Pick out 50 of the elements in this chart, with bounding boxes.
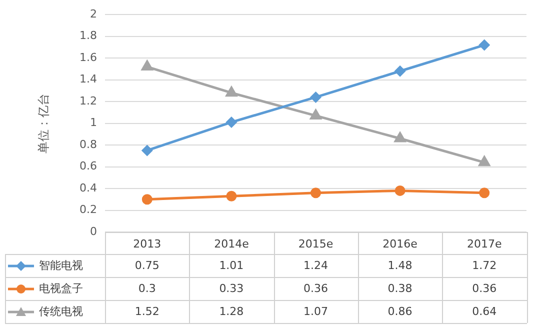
point <box>142 194 152 205</box>
x-tick-label: 2015e <box>298 237 334 250</box>
data-label: 1.07 <box>302 304 329 320</box>
point <box>310 92 321 102</box>
x-tick-label: 2017e <box>466 237 502 250</box>
data-label: 0.36 <box>302 281 329 297</box>
legend-label: 智能电视 <box>39 258 83 273</box>
data-label: 0.33 <box>218 281 245 297</box>
y-tick-label: 1.8 <box>80 29 97 42</box>
point <box>310 109 322 120</box>
data-label: 1.28 <box>218 304 245 320</box>
x-tick-label: 2016e <box>382 237 418 250</box>
y-tick-label: 0.8 <box>80 138 97 151</box>
point <box>479 188 490 198</box>
y-tick-label: 1.2 <box>80 94 97 108</box>
y-tick-label: 0.4 <box>80 181 97 194</box>
y-tick-label: 2 <box>90 7 97 20</box>
data-label: 0.86 <box>386 304 414 320</box>
point <box>226 190 237 202</box>
point <box>142 145 152 156</box>
point <box>310 188 321 198</box>
data-label: 1.48 <box>386 258 414 274</box>
point <box>226 116 237 128</box>
data-label: 1.72 <box>471 258 498 274</box>
legend-label: 电视盒子 <box>39 281 83 296</box>
point <box>226 86 238 97</box>
data-label: 0.36 <box>471 281 498 297</box>
data-label: 0.3 <box>137 281 157 297</box>
y-tick-label: 1.4 <box>80 72 97 86</box>
data-label: 1.24 <box>302 258 329 274</box>
x-tick-label: 2013 <box>133 237 162 250</box>
x-tick-label: 2014e <box>214 237 250 250</box>
point <box>142 60 153 71</box>
point <box>479 40 490 50</box>
point <box>394 66 406 76</box>
point <box>478 156 490 166</box>
point <box>394 185 406 196</box>
data-label: 0.38 <box>386 281 414 297</box>
y-axis-title: 单位：亿台 <box>36 93 50 154</box>
legend-label: 传统电视 <box>39 304 83 319</box>
point <box>394 132 406 142</box>
data-label: 0.64 <box>471 304 498 320</box>
y-tick-label: 0 <box>90 224 97 238</box>
y-tick-label: 1 <box>90 116 97 130</box>
y-tick-label: 1.6 <box>80 50 97 64</box>
y-tick-label: 0.6 <box>80 160 97 173</box>
y-tick-label: 0.2 <box>80 203 97 216</box>
data-label: 1.52 <box>134 304 160 320</box>
data-label: 0.75 <box>134 258 160 274</box>
data-label: 1.01 <box>218 258 245 274</box>
